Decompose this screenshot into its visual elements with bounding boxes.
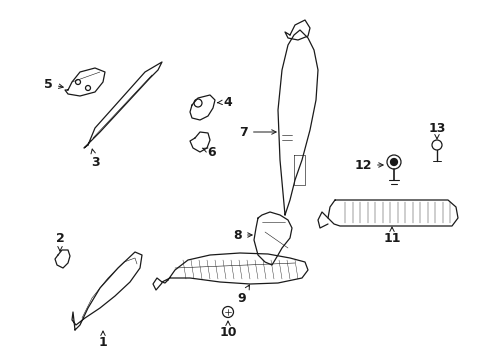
Text: 4: 4 bbox=[217, 95, 231, 108]
Text: 9: 9 bbox=[237, 285, 249, 305]
Text: 3: 3 bbox=[90, 149, 99, 168]
Circle shape bbox=[390, 158, 397, 166]
Text: 6: 6 bbox=[202, 145, 216, 158]
Text: 2: 2 bbox=[56, 231, 64, 251]
Circle shape bbox=[386, 155, 400, 169]
Text: 10: 10 bbox=[219, 321, 236, 338]
Text: 12: 12 bbox=[354, 158, 383, 171]
Text: 13: 13 bbox=[427, 122, 445, 139]
Text: 5: 5 bbox=[44, 77, 63, 90]
Text: 7: 7 bbox=[239, 126, 276, 139]
Text: 1: 1 bbox=[99, 331, 107, 348]
Text: 11: 11 bbox=[383, 227, 400, 244]
Text: 8: 8 bbox=[233, 229, 252, 242]
